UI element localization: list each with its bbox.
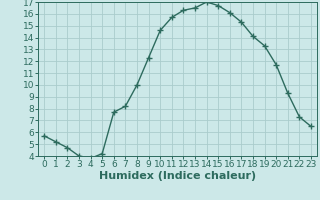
X-axis label: Humidex (Indice chaleur): Humidex (Indice chaleur) <box>99 171 256 181</box>
